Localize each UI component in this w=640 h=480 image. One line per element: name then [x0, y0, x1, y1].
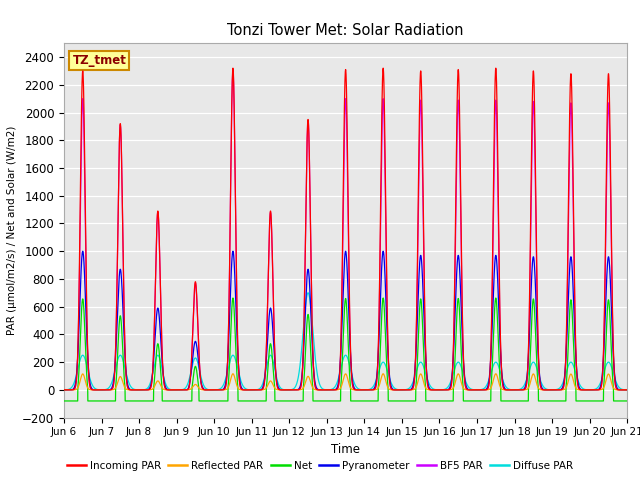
X-axis label: Time: Time [331, 443, 360, 456]
Text: TZ_tmet: TZ_tmet [72, 54, 126, 67]
Title: Tonzi Tower Met: Solar Radiation: Tonzi Tower Met: Solar Radiation [227, 23, 464, 38]
Legend: Incoming PAR, Reflected PAR, Net, Pyranometer, BF5 PAR, Diffuse PAR: Incoming PAR, Reflected PAR, Net, Pyrano… [63, 456, 577, 475]
Y-axis label: PAR (μmol/m2/s) / Net and Solar (W/m2): PAR (μmol/m2/s) / Net and Solar (W/m2) [6, 126, 17, 335]
